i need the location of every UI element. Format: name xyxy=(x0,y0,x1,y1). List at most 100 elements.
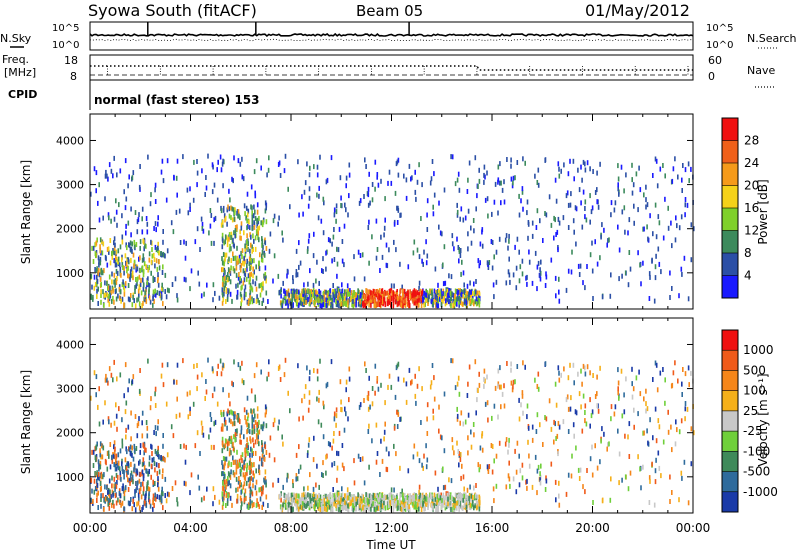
velocity-cell xyxy=(431,363,434,368)
velocity-cell xyxy=(302,505,304,511)
power-cell xyxy=(421,182,423,188)
velocity-cell xyxy=(232,411,235,417)
power-cell xyxy=(573,229,575,235)
velocity-cell xyxy=(243,465,245,471)
velocity-cell xyxy=(397,500,399,506)
power-cell xyxy=(115,256,118,262)
velocity-cell xyxy=(642,464,644,470)
power-cell xyxy=(228,188,230,194)
power-cell xyxy=(484,197,487,203)
velocity-cell xyxy=(261,442,263,448)
power-cell xyxy=(537,260,540,266)
power-cell xyxy=(690,257,693,263)
power-cell xyxy=(337,288,340,293)
power-cell xyxy=(157,241,159,247)
velocity-cell xyxy=(199,451,201,456)
velocity-cell xyxy=(102,493,104,499)
power-cell xyxy=(537,167,540,173)
power-cell xyxy=(248,279,251,285)
power-cell xyxy=(143,261,146,267)
velocity-cell xyxy=(293,492,295,498)
velocity-cell xyxy=(606,446,608,452)
velocity-cell xyxy=(162,491,164,497)
power-cell xyxy=(261,249,264,255)
power-cell xyxy=(374,303,377,309)
power-cell xyxy=(148,265,150,270)
velocity-cell xyxy=(454,385,457,391)
power-cell xyxy=(544,211,546,216)
power-cell xyxy=(342,297,344,303)
velocity-cell xyxy=(250,388,253,394)
power-cell xyxy=(123,291,126,297)
nave-tick-bottom: 0 xyxy=(708,70,715,83)
velocity-cell xyxy=(108,478,111,484)
power-cell xyxy=(374,159,377,165)
velocity-cell xyxy=(332,487,334,492)
power-cell xyxy=(234,207,236,213)
velocity-cell xyxy=(638,369,640,375)
power-cell xyxy=(194,239,197,245)
power-cell xyxy=(466,189,469,194)
velocity-cell xyxy=(116,474,119,480)
power-cell xyxy=(284,290,287,296)
velocity-cell xyxy=(648,475,651,481)
velocity-cell xyxy=(439,495,442,501)
power-cell xyxy=(250,262,252,267)
power-cell xyxy=(156,266,159,272)
power-cell xyxy=(442,294,445,300)
velocity-cell xyxy=(245,419,247,425)
velocity-cell xyxy=(318,493,320,498)
velocity-cell xyxy=(145,447,147,453)
velocity-cell xyxy=(345,411,347,417)
velocity-cell xyxy=(534,454,537,460)
power-cell xyxy=(440,288,442,294)
velocity-cell xyxy=(577,371,579,377)
velocity-cell xyxy=(340,496,342,502)
velocity-cell xyxy=(545,478,548,484)
velocity-cell xyxy=(123,491,126,497)
power-cell xyxy=(196,182,198,188)
power-cell xyxy=(256,223,258,229)
velocity-cell xyxy=(578,391,581,397)
power-cell xyxy=(509,279,511,285)
power-cell xyxy=(103,292,106,298)
power-cell xyxy=(126,268,128,274)
power-cell xyxy=(303,298,306,304)
velocity-cell xyxy=(139,489,141,495)
power-cell xyxy=(289,204,291,210)
power-cell xyxy=(486,170,488,176)
velocity-cell xyxy=(563,366,565,372)
power-cell xyxy=(185,240,187,246)
velocity-cell xyxy=(108,497,110,503)
power-cell xyxy=(249,248,251,254)
power-cell xyxy=(437,282,439,288)
velocity-cell xyxy=(249,486,252,492)
velocity-cell xyxy=(135,446,138,451)
velocity-cell xyxy=(446,495,448,501)
velocity-cell xyxy=(477,462,480,468)
power-cell xyxy=(575,241,577,247)
power-cell xyxy=(643,192,645,198)
power-cell xyxy=(362,293,364,299)
velocity-cell xyxy=(280,506,283,512)
power-cell xyxy=(154,187,156,193)
velocity-cell xyxy=(106,377,108,383)
velocity-cell xyxy=(114,493,117,499)
power-cell xyxy=(121,257,123,263)
power-cell xyxy=(121,282,124,287)
power-cell xyxy=(303,282,305,288)
velocity-cell xyxy=(381,458,384,464)
velocity-cell xyxy=(224,438,227,444)
power-cell xyxy=(260,287,263,293)
power-cell xyxy=(321,268,323,274)
velocity-cell xyxy=(153,430,155,435)
power-cell xyxy=(495,279,498,285)
power-cell xyxy=(399,212,401,218)
power-cell xyxy=(364,157,366,163)
power-cell xyxy=(637,207,639,213)
power-cell xyxy=(239,215,241,221)
power-cell xyxy=(114,258,117,264)
power-cell xyxy=(646,202,649,208)
velocity-cell xyxy=(302,492,305,498)
velocity-cell xyxy=(536,412,539,418)
